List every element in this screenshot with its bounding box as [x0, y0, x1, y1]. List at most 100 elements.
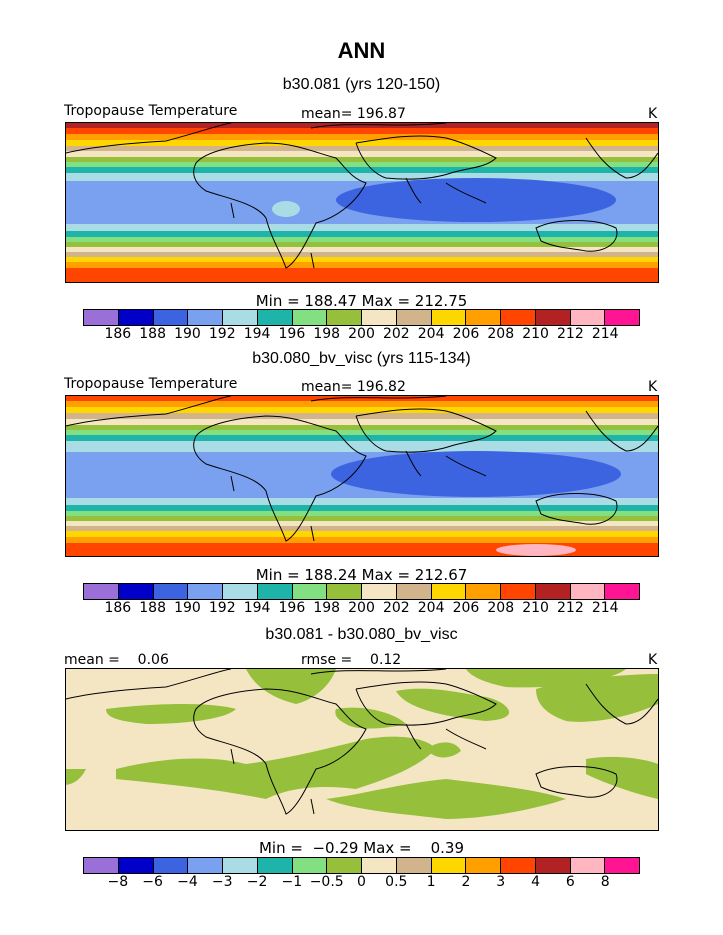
colorbar-swatch	[362, 584, 397, 599]
colorbar-swatch	[396, 584, 432, 599]
panel2-mean-label: mean= 196.82	[301, 379, 406, 395]
main-title: ANN	[337, 38, 386, 63]
colorbar-tick-label: 0.5	[385, 874, 408, 890]
colorbar-tick-label: −6	[142, 874, 163, 890]
colorbar-tick-label: 190	[174, 326, 201, 342]
colorbar-swatch	[292, 858, 328, 873]
colorbar-tick-label: 210	[522, 600, 549, 616]
colorbar-swatch	[153, 858, 189, 873]
colorbar-tick-label: 3	[496, 874, 506, 890]
panel1-mean-label: mean= 196.87	[301, 106, 406, 122]
colorbar-swatch	[431, 310, 467, 325]
panel1-colorbar-ticks: 186 188 190 192 194 196 198 200 202 204 206 208 210 2…	[83, 326, 640, 344]
panel2-units-label: K	[648, 379, 658, 395]
colorbar-swatch	[118, 584, 154, 599]
colorbar-tick-label: 196	[278, 326, 306, 342]
colorbar-swatch	[118, 310, 154, 325]
colorbar-tick-label: 194	[243, 600, 271, 616]
colorbar-swatch	[257, 858, 293, 873]
colorbar-tick-label: 8	[600, 874, 610, 890]
colorbar-swatch	[153, 584, 189, 599]
colorbar-tick-label: 194	[243, 326, 271, 342]
colorbar-tick-label: −4	[177, 874, 198, 890]
colorbar-tick-label: 186	[104, 600, 132, 616]
panel1-map	[65, 122, 659, 283]
colorbar-tick-label: 206	[452, 600, 480, 616]
colorbar-tick-label: −8	[107, 874, 129, 890]
colorbar-swatch	[396, 858, 432, 873]
colorbar-tick-label: −0.5	[309, 874, 344, 890]
colorbar-swatch	[466, 858, 501, 873]
colorbar-swatch	[188, 310, 223, 325]
colorbar-swatch	[535, 310, 571, 325]
colorbar-swatch	[292, 584, 328, 599]
colorbar-swatch	[257, 584, 293, 599]
panel1-units-label: K	[648, 106, 658, 122]
colorbar-swatch	[535, 584, 571, 599]
colorbar-swatch	[327, 310, 362, 325]
colorbar-swatch	[570, 858, 606, 873]
colorbar-swatch	[223, 584, 258, 599]
colorbar-tick-label: 202	[382, 600, 410, 616]
colorbar-swatch	[153, 310, 189, 325]
colorbar-swatch	[431, 858, 467, 873]
colorbar-tick-label: 190	[174, 600, 201, 616]
colorbar-tick-label: −2	[246, 874, 268, 890]
panel2-colorbar	[83, 583, 640, 600]
colorbar-tick-label: 214	[591, 326, 619, 342]
colorbar-tick-label: 204	[417, 326, 445, 342]
colorbar-tick-label: 202	[382, 326, 410, 342]
colorbar-tick-label: −3	[211, 874, 233, 890]
colorbar-swatch	[605, 584, 639, 599]
panel2-contour-plot	[66, 396, 658, 556]
colorbar-tick-label: 206	[452, 326, 480, 342]
colorbar-swatch	[362, 858, 397, 873]
colorbar-tick-label: 198	[313, 326, 341, 342]
colorbar-tick-label: 208	[487, 326, 515, 342]
colorbar-swatch	[605, 858, 639, 873]
colorbar-swatch	[501, 310, 536, 325]
colorbar-tick-label: 196	[278, 600, 306, 616]
colorbar-tick-label: 188	[139, 600, 166, 616]
colorbar-swatch	[501, 584, 536, 599]
panel2-title: b30.080_bv_visc (yrs 115-134)	[252, 350, 471, 367]
colorbar-tick-label: 204	[417, 600, 445, 616]
panel1-minmax: Min = 188.47 Max = 212.75	[255, 292, 468, 310]
panel3-title: b30.081 - b30.080_bv_visc	[265, 626, 458, 643]
colorbar-tick-label: 198	[313, 600, 341, 616]
colorbar-swatch	[535, 858, 571, 873]
panel2-colorbar-ticks: 186 188 190 192 194 196 198 200 202 204 206 208 210 2…	[83, 600, 640, 618]
colorbar-swatch	[327, 584, 362, 599]
colorbar-swatch	[431, 584, 467, 599]
colorbar-swatch	[84, 584, 119, 599]
colorbar-tick-label: 214	[591, 600, 619, 616]
colorbar-tick-label: 1	[426, 874, 436, 890]
panel3-mean-label: mean = 0.06	[64, 652, 169, 668]
colorbar-tick-label: 192	[208, 326, 236, 342]
colorbar-tick-label: 200	[348, 600, 375, 616]
colorbar-swatch	[362, 310, 397, 325]
colorbar-swatch	[292, 310, 328, 325]
colorbar-tick-label: 212	[557, 326, 584, 342]
colorbar-tick-label: 200	[348, 326, 375, 342]
colorbar-tick-label: 2	[461, 874, 471, 890]
colorbar-swatch	[223, 310, 258, 325]
colorbar-tick-label: 186	[104, 326, 132, 342]
panel3-rmse-label: rmse = 0.12	[301, 652, 402, 668]
panel3-units-label: K	[648, 652, 658, 668]
colorbar-swatch	[257, 310, 293, 325]
colorbar-tick-label: 212	[557, 600, 584, 616]
panel1-title: b30.081 (yrs 120-150)	[282, 76, 441, 93]
colorbar-tick-label: 208	[487, 600, 515, 616]
panel2-map	[65, 395, 659, 557]
panel2-field-label: Tropopause Temperature	[64, 376, 238, 392]
colorbar-swatch	[84, 858, 119, 873]
panel1-field-label: Tropopause Temperature	[64, 103, 238, 119]
colorbar-tick-label: 188	[139, 326, 166, 342]
colorbar-swatch	[188, 858, 223, 873]
panel3-difference-plot	[66, 669, 658, 830]
colorbar-swatch	[570, 584, 606, 599]
colorbar-swatch	[327, 858, 362, 873]
colorbar-swatch	[570, 310, 606, 325]
colorbar-swatch	[188, 584, 223, 599]
